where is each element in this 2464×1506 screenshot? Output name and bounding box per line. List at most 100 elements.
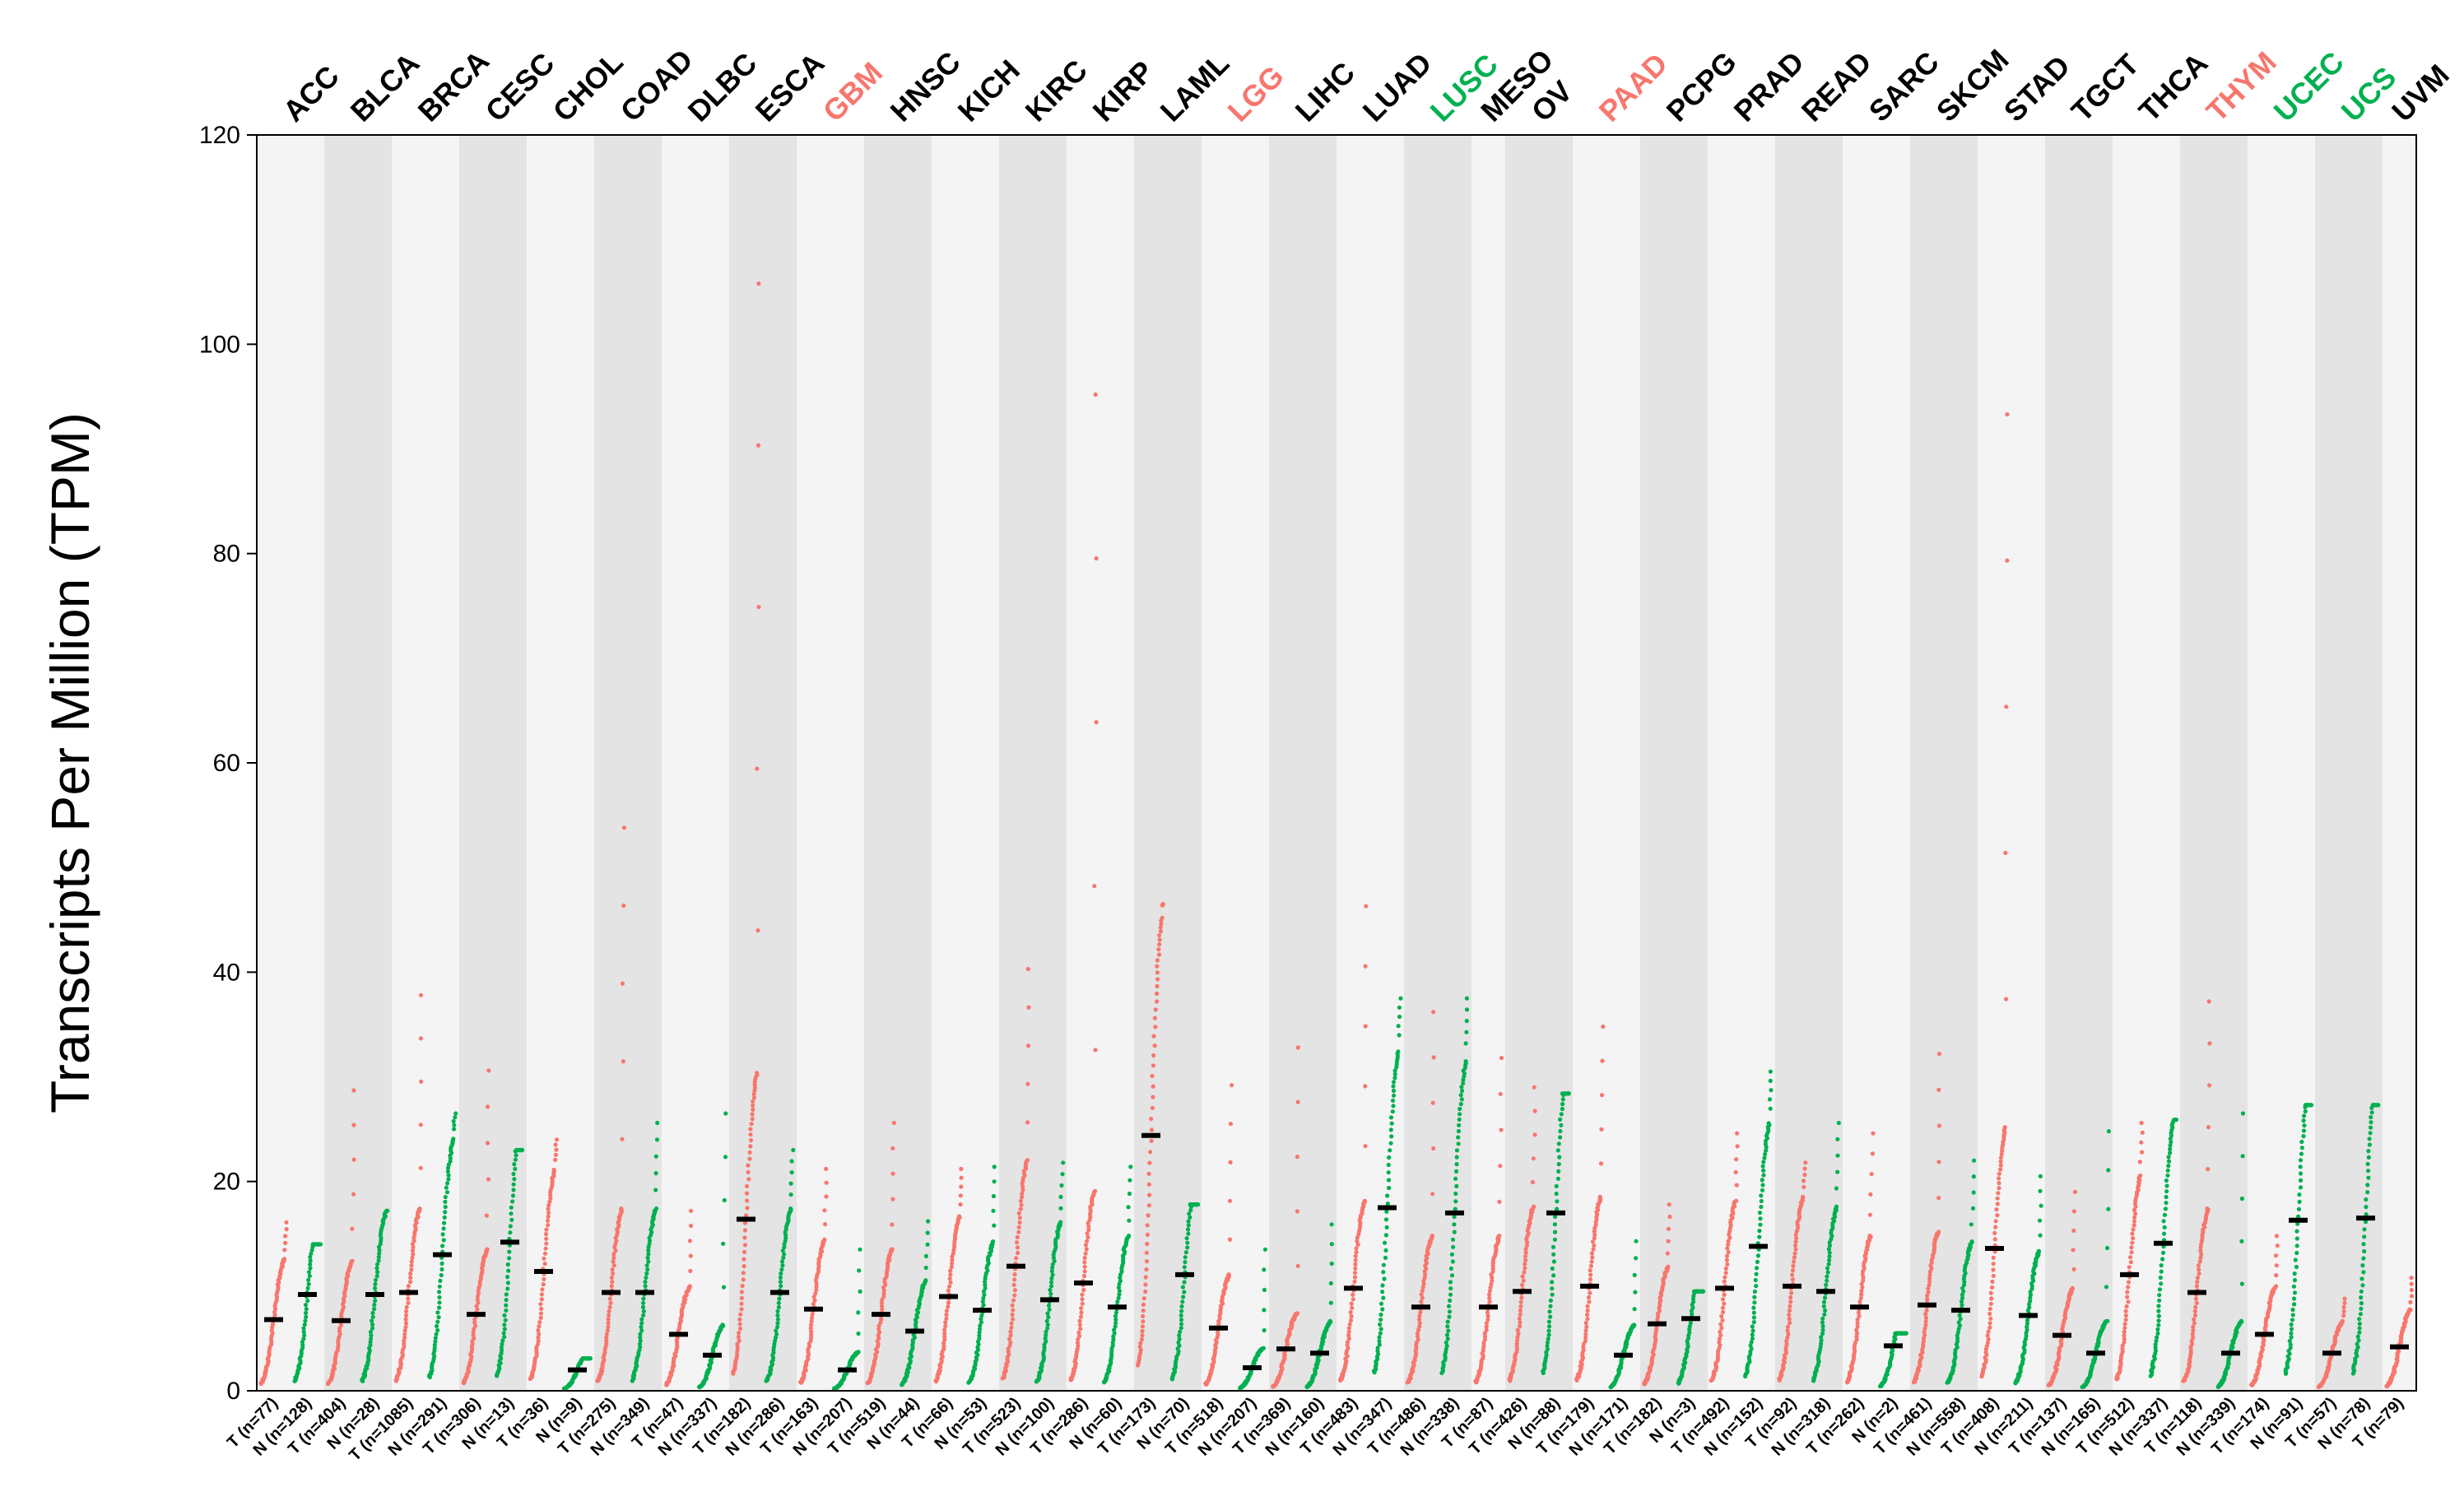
expression-point-gbm-n: [858, 1289, 862, 1294]
expression-point-laml-t: [1138, 1341, 1143, 1346]
expression-point-pcpg-n: [1690, 1312, 1695, 1317]
expression-point-coad-t: [609, 1284, 614, 1289]
expression-point-acc-t: [283, 1240, 288, 1245]
expression-point-pcpg-n: [1687, 1330, 1692, 1335]
expression-point-kirp-t: [1076, 1330, 1081, 1335]
expression-point-esca-t: [741, 1277, 746, 1282]
expression-point-kirc-t: [1018, 1198, 1023, 1203]
expression-point-read-n: [1836, 1120, 1841, 1126]
expression-point-prad-t: [1733, 1169, 1738, 1174]
expression-point-skcm-n: [1969, 1222, 1974, 1227]
expression-point-tgct-n: [2106, 1168, 2111, 1173]
expression-point-kirc-n: [1052, 1258, 1057, 1263]
scatter-point-layer: [258, 281, 2415, 1392]
expression-point-ucec-n: [2291, 1284, 2296, 1289]
expression-point-skcm-t: [1923, 1315, 1929, 1320]
expression-point-kich-t: [948, 1268, 953, 1273]
expression-point-brca-t: [410, 1255, 415, 1260]
expression-point-paad-t: [1597, 1194, 1602, 1199]
expression-point-brca-t: [406, 1284, 411, 1289]
cancer-label-kirp: KIRP: [1086, 54, 1160, 128]
expression-point-chol-t: [544, 1236, 549, 1241]
expression-point-ucec-n: [2296, 1206, 2302, 1211]
expression-point-laml-n: [1185, 1240, 1190, 1245]
expression-point-laml-t: [1156, 952, 1162, 957]
expression-point-kirc-n: [1048, 1280, 1054, 1285]
expression-point-ucec-n: [2292, 1278, 2298, 1283]
expression-point-luad-t: [1348, 1318, 1354, 1322]
expression-point-acc-n: [302, 1333, 307, 1338]
expression-point-skcm-n: [1957, 1323, 1962, 1328]
expression-point-brca-t: [418, 1165, 423, 1170]
expression-point-thca-t: [2132, 1215, 2137, 1220]
expression-point-lusc-n: [1446, 1328, 1451, 1333]
expression-point-sarc-t: [1855, 1321, 1860, 1326]
expression-point-prad-n: [1760, 1188, 1765, 1192]
expression-point-pcpg-t: [1665, 1251, 1670, 1256]
expression-point-stad-t: [1998, 1167, 2003, 1172]
expression-point-coad-n: [644, 1271, 649, 1276]
expression-point-thca-t: [2128, 1260, 2133, 1265]
expression-point-stad-n: [2038, 1188, 2043, 1193]
expression-point-cesc-n: [502, 1322, 507, 1327]
expression-point-ucec-n: [2292, 1271, 2297, 1276]
expression-point-coad-t: [609, 1275, 614, 1281]
expression-point-kirp-n: [1116, 1295, 1121, 1300]
expression-point-brca-t: [403, 1313, 409, 1318]
expression-point-esca-n: [774, 1332, 779, 1336]
expression-point-prad-n: [1753, 1277, 1758, 1283]
expression-point-luad-t: [1363, 1144, 1368, 1149]
expression-point-gbm-n: [856, 1331, 861, 1336]
expression-point-read-n: [1820, 1331, 1825, 1336]
expression-point-kich-t: [942, 1334, 947, 1339]
expression-point-laml-n: [1179, 1313, 1183, 1318]
expression-point-prad-n: [1755, 1253, 1760, 1258]
expression-point-brca-t: [411, 1252, 416, 1257]
expression-point-esca-t: [744, 1191, 750, 1196]
expression-point-ucec-n: [2298, 1158, 2304, 1163]
expression-point-luad-n: [1385, 1193, 1390, 1198]
expression-point-kich-t: [947, 1276, 952, 1281]
expression-point-acc-n: [306, 1277, 311, 1282]
expression-point-kirp-n: [1113, 1317, 1118, 1322]
expression-point-kirc-t: [1025, 1044, 1031, 1048]
expression-point-ucs-n: [2367, 1142, 2372, 1147]
expression-point-skcm-t: [1925, 1297, 1930, 1302]
expression-point-stad-t: [1991, 1267, 1996, 1272]
expression-point-sarc-t: [1867, 1234, 1872, 1239]
cancer-label-thym: THYM: [2200, 45, 2283, 128]
expression-point-prad-n: [1761, 1160, 1766, 1164]
expression-point-chol-t: [546, 1206, 551, 1211]
expression-point-uvm-t: [2409, 1281, 2414, 1286]
expression-point-stad-n: [2025, 1327, 2029, 1332]
expression-point-thym-t: [2192, 1317, 2197, 1322]
expression-point-stad-t: [2004, 704, 2009, 709]
expression-point-kich-t: [944, 1316, 949, 1321]
expression-point-stad-t: [2005, 558, 2010, 563]
expression-point-luad-n: [1383, 1255, 1388, 1260]
expression-point-laml-t: [1147, 1192, 1152, 1197]
expression-point-sarc-t: [1868, 1192, 1873, 1197]
expression-point-lihc-t: [1295, 1155, 1299, 1160]
expression-point-acc-n: [318, 1242, 323, 1247]
expression-point-lusc-t: [1431, 1146, 1436, 1151]
expression-point-lusc-n: [1451, 1244, 1456, 1249]
expression-point-stad-t: [1989, 1296, 1994, 1301]
expression-point-esca-t: [743, 1213, 749, 1218]
expression-point-stad-t: [1987, 1325, 1992, 1330]
expression-point-kirc-t: [1016, 1250, 1020, 1255]
expression-point-prad-n: [1768, 1106, 1773, 1111]
expression-point-cesc-n: [504, 1303, 509, 1308]
expression-point-kirc-t: [1008, 1340, 1013, 1345]
expression-point-skcm-t: [1936, 1087, 1941, 1092]
expression-point-laml-n: [1182, 1280, 1187, 1285]
expression-point-ucec-n: [2291, 1296, 2297, 1301]
expression-point-prad-t: [1734, 1157, 1739, 1162]
expression-point-laml-n: [1182, 1290, 1187, 1295]
expression-point-prad-n: [1758, 1222, 1763, 1227]
expression-point-cesc-n: [513, 1157, 518, 1162]
expression-point-stad-n: [2039, 1203, 2043, 1208]
expression-point-chol-t: [551, 1167, 556, 1173]
expression-point-thca-n: [2156, 1322, 2161, 1327]
expression-point-brca-n: [437, 1284, 442, 1289]
